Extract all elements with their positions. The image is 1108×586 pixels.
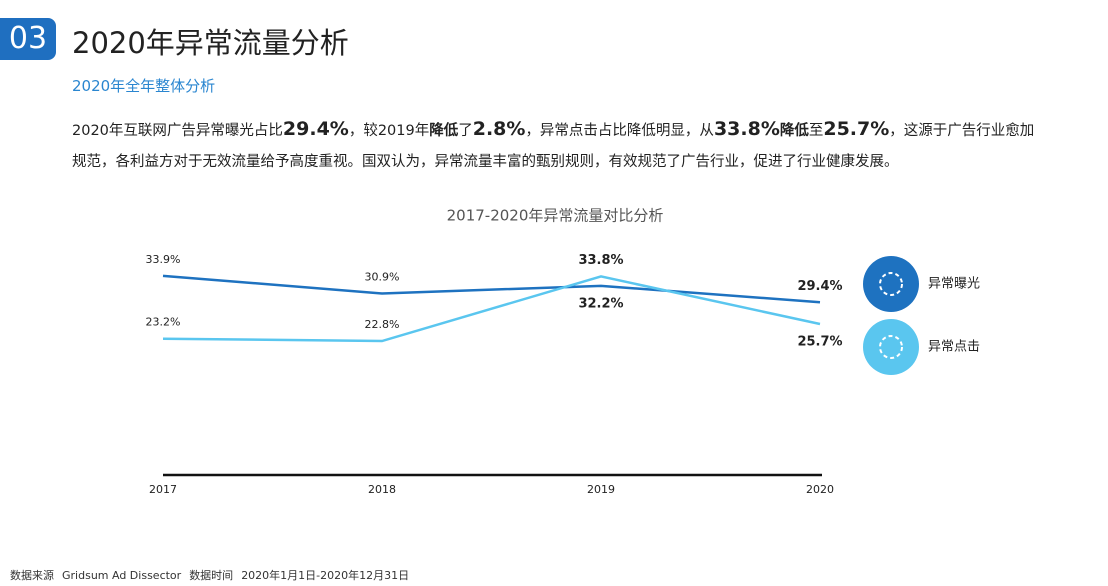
legend-icon <box>879 335 903 359</box>
x-tick-label: 2018 <box>368 483 396 496</box>
page-title: 2020年异常流量分析 <box>72 26 349 60</box>
x-tick-label: 2019 <box>587 483 615 496</box>
legend-swatch <box>863 319 919 375</box>
text: ，这源于广告行业愈加规范，各利益方对于无效流量给予高度重视。国双认为，异常流量丰… <box>72 123 1035 170</box>
line <box>162 275 821 343</box>
text: 数据时间 <box>189 569 234 582</box>
line <box>162 274 821 304</box>
x-tick-label: 2017 <box>149 483 177 496</box>
text: 2020年1月1日-2020年12月31日 <box>241 569 410 582</box>
data-label: 25.7% <box>797 335 842 350</box>
data-label: 30.9% <box>365 270 400 283</box>
legend-icon <box>879 272 903 296</box>
text: ，较2019年 <box>348 123 430 139</box>
description: 2020年互联网广告异常曝光占比29.4%，较2019年降低了2.8%，异常点击… <box>72 114 1037 178</box>
text: 2.8% <box>472 118 526 140</box>
text: 25.7% <box>823 118 890 140</box>
text: 数据来源 <box>10 569 54 582</box>
text: 2020年互联网广告异常曝光占比 <box>72 123 283 139</box>
subtitle: 2020年全年整体分析 <box>72 77 216 95</box>
text: 至 <box>808 123 824 139</box>
x-tick-label: 2020 <box>806 483 834 496</box>
text: 降低 <box>429 123 459 139</box>
legend-label: 异常点击 <box>928 340 980 355</box>
legend-label: 异常曝光 <box>928 277 980 292</box>
data-label: 23.2% <box>146 316 181 329</box>
section-number: 03 <box>0 18 56 60</box>
data-label: 33.9% <box>146 253 181 266</box>
text: 29.4% <box>282 118 349 140</box>
chart-title: 2017-2020年异常流量对比分析 <box>447 207 664 225</box>
text: Gridsum Ad Dissector <box>62 569 182 582</box>
data-label: 29.4% <box>797 279 842 294</box>
text: 降低 <box>779 123 809 139</box>
text: 了 <box>458 123 473 139</box>
text: ，异常点击占比降低明显，从 <box>525 123 714 139</box>
footer: 数据来源 Gridsum Ad Dissector 数据时间 2020年1月1日-20… <box>10 567 417 583</box>
text: 33.8% <box>713 118 780 140</box>
data-label: 33.8% <box>578 253 623 268</box>
data-label: 22.8% <box>365 318 400 331</box>
legend-swatch <box>863 256 919 312</box>
data-label: 32.2% <box>578 296 623 311</box>
